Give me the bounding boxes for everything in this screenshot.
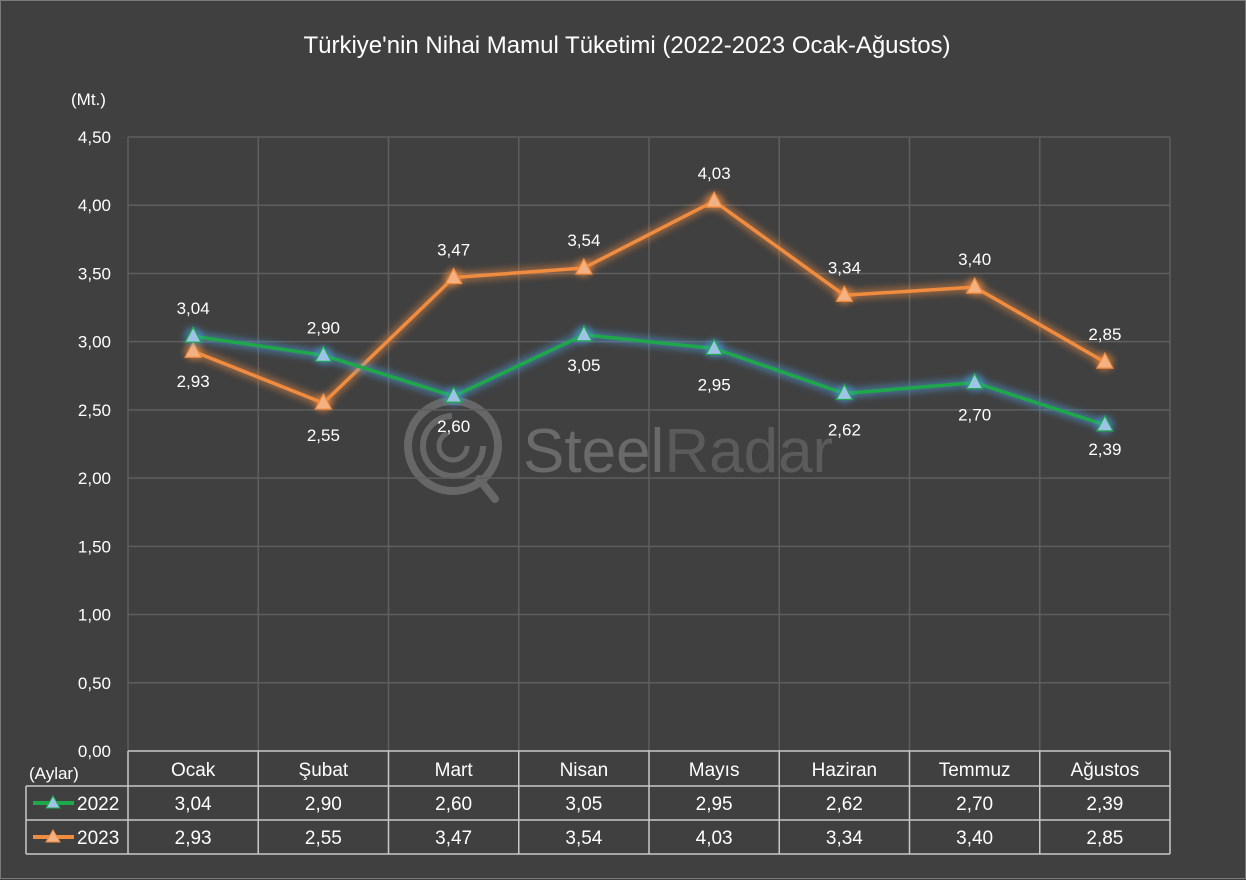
table-cell-2023: 3,54 bbox=[565, 828, 602, 849]
data-point-2022 bbox=[314, 345, 333, 362]
data-point-2022 bbox=[965, 372, 984, 390]
series-line-2022 bbox=[192, 333, 1106, 427]
data-label-2022: 2,60 bbox=[437, 417, 470, 436]
data-label-2023: 3,40 bbox=[958, 250, 991, 269]
table-cell-2022: 3,05 bbox=[565, 794, 602, 815]
legend-marker-2022 bbox=[45, 795, 61, 809]
series-line-2023 bbox=[192, 199, 1106, 405]
data-label-2023: 2,55 bbox=[307, 426, 340, 445]
data-label-2023: 2,85 bbox=[1088, 325, 1121, 344]
data-point-2023 bbox=[574, 257, 593, 275]
x-category-label: Şubat bbox=[299, 760, 349, 781]
table-cell-2023: 3,40 bbox=[956, 828, 993, 849]
data-label-2023: 3,47 bbox=[437, 241, 470, 260]
data-point-2022 bbox=[184, 325, 203, 343]
y-tick-label: 0,50 bbox=[78, 674, 111, 693]
steelradar-watermark: SteelRadar bbox=[404, 397, 833, 503]
x-category-label: Ağustos bbox=[1071, 760, 1140, 781]
y-axis-unit-label: (Mt.) bbox=[71, 90, 106, 109]
table-cell-2023: 2,93 bbox=[175, 828, 212, 849]
data-point-2023 bbox=[314, 392, 333, 410]
table-cell-2022: 2,60 bbox=[435, 794, 472, 815]
data-label-2023: 2,93 bbox=[177, 372, 210, 391]
x-axis-label: (Aylar) bbox=[29, 764, 79, 783]
gridlines bbox=[127, 136, 1171, 751]
y-tick-label: 1,50 bbox=[78, 537, 111, 556]
y-tick-label: 2,50 bbox=[78, 401, 111, 420]
table-cell-2022: 2,90 bbox=[305, 794, 342, 815]
data-label-2022: 2,39 bbox=[1088, 440, 1121, 459]
y-tick-label: 2,00 bbox=[78, 469, 111, 488]
table-cell-2023: 3,34 bbox=[826, 828, 863, 849]
legend-marker-2023 bbox=[45, 829, 61, 843]
watermark-text-radar: Radar bbox=[664, 417, 833, 486]
data-label-2022: 2,90 bbox=[307, 318, 340, 337]
x-category-label: Temmuz bbox=[939, 760, 1011, 781]
table-cell-2022: 3,04 bbox=[175, 794, 212, 815]
watermark-text-steel: Steel bbox=[523, 417, 664, 486]
data-point-2022 bbox=[705, 338, 724, 356]
data-point-2023 bbox=[705, 190, 724, 208]
y-tick-label: 4,50 bbox=[78, 128, 111, 147]
y-tick-label: 3,00 bbox=[78, 333, 111, 352]
table-cell-2023: 2,85 bbox=[1086, 828, 1123, 849]
data-point-2023 bbox=[965, 276, 984, 294]
data-label-2022: 3,05 bbox=[567, 356, 600, 375]
table-cell-2023: 4,03 bbox=[696, 828, 733, 849]
data-point-2022 bbox=[835, 383, 854, 401]
y-tick-label: 4,00 bbox=[78, 196, 111, 215]
data-label-2023: 4,03 bbox=[698, 164, 731, 183]
data-label-2022: 3,04 bbox=[177, 299, 210, 318]
data-point-2023 bbox=[184, 340, 203, 358]
data-point-2023 bbox=[835, 285, 854, 302]
data-table: (Aylar) Ocak Şubat Mart Nisan Mayıs Haziran Tem… bbox=[25, 750, 1171, 855]
table-cell-2022: 2,62 bbox=[826, 794, 863, 815]
legend-label-2022: 2022 bbox=[77, 794, 119, 815]
y-axis-ticks: 0,00 0,50 1,00 1,50 2,00 2,50 3,00 3,50 4,00 4,50 bbox=[78, 128, 111, 761]
series-layer: 2,93 2,55 3,47 3,54 4,03 3,34 3,40 2,85 3,04 2,90… bbox=[177, 164, 1122, 459]
steelradar-logo-icon bbox=[404, 397, 502, 503]
data-label-2022: 2,70 bbox=[958, 406, 991, 425]
data-point-2023 bbox=[444, 267, 463, 285]
x-category-label: Mart bbox=[435, 760, 474, 781]
y-tick-label: 0,00 bbox=[78, 742, 111, 761]
data-point-2022 bbox=[574, 324, 593, 342]
table-cell-2023: 3,47 bbox=[435, 828, 472, 849]
legend-label-2023: 2023 bbox=[77, 828, 119, 849]
table-cell-2022: 2,95 bbox=[696, 794, 733, 815]
data-point-2022 bbox=[1095, 414, 1114, 432]
chart-title: Türkiye'nin Nihai Mamul Tüketimi (2022-2… bbox=[303, 32, 950, 59]
y-tick-label: 3,50 bbox=[78, 264, 111, 283]
x-category-label: Mayıs bbox=[689, 760, 740, 781]
data-label-2022: 2,95 bbox=[698, 375, 731, 394]
watermark-text: SteelRadar bbox=[523, 417, 833, 486]
x-category-label: Nisan bbox=[560, 760, 609, 781]
data-label-2023: 3,54 bbox=[567, 231, 600, 250]
data-point-2022 bbox=[444, 385, 463, 403]
y-tick-label: 1,00 bbox=[78, 606, 111, 625]
x-category-label: Haziran bbox=[812, 760, 877, 781]
data-label-2023: 3,34 bbox=[828, 258, 861, 277]
table-cell-2022: 2,39 bbox=[1086, 794, 1123, 815]
table-cell-2023: 2,55 bbox=[305, 828, 342, 849]
x-category-label: Ocak bbox=[171, 760, 216, 781]
data-point-2023 bbox=[1095, 351, 1114, 369]
data-label-2022: 2,62 bbox=[828, 421, 861, 440]
table-cell-2022: 2,70 bbox=[956, 794, 993, 815]
